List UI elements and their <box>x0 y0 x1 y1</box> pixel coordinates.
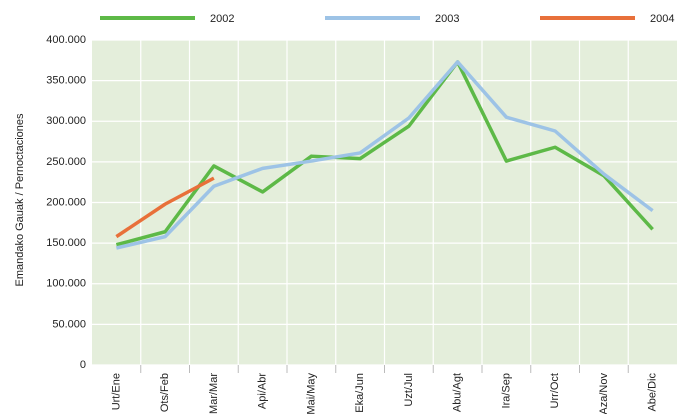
series-line <box>115 60 654 247</box>
x-tick-label: Abu/Agt <box>452 373 464 412</box>
legend-label: 2004 <box>650 13 674 25</box>
x-tick-label: Aza/Nov <box>598 373 610 414</box>
y-tick-label: 400.000 <box>46 34 86 46</box>
x-tick-label: Uzt/Jul <box>403 373 415 407</box>
x-tick-label: Abe/Dic <box>647 373 659 412</box>
x-tick-label: Api/Abr <box>257 373 269 409</box>
legend-label: 2002 <box>210 13 234 25</box>
y-tick-label: 50.000 <box>52 318 86 330</box>
x-tick-label: Urr/Oct <box>549 373 561 408</box>
y-tick-label: 350.000 <box>46 75 86 87</box>
y-tick-label: 150.000 <box>46 237 86 249</box>
x-tick-label: Mai/May <box>305 373 317 414</box>
x-tick-label: Ots/Feb <box>159 373 171 412</box>
x-tick-label: Eka/Jun <box>354 373 366 413</box>
x-tick-label: Ira/Sep <box>500 373 512 408</box>
series-line <box>115 60 654 250</box>
y-tick-label: 200.000 <box>46 196 86 208</box>
x-tick-label: Mar/Mar <box>208 373 220 414</box>
y-tick-label: 300.000 <box>46 115 86 127</box>
y-tick-label: 100.000 <box>46 278 86 290</box>
y-tick-label: 0 <box>80 359 86 371</box>
legend-label: 2003 <box>435 13 459 25</box>
x-tick-label: Urt/Ene <box>110 373 122 410</box>
y-tick-label: 250.000 <box>46 156 86 168</box>
series-line <box>115 176 215 239</box>
y-axis-label: Emandako Gauak / Pernoctaciones <box>14 113 26 287</box>
